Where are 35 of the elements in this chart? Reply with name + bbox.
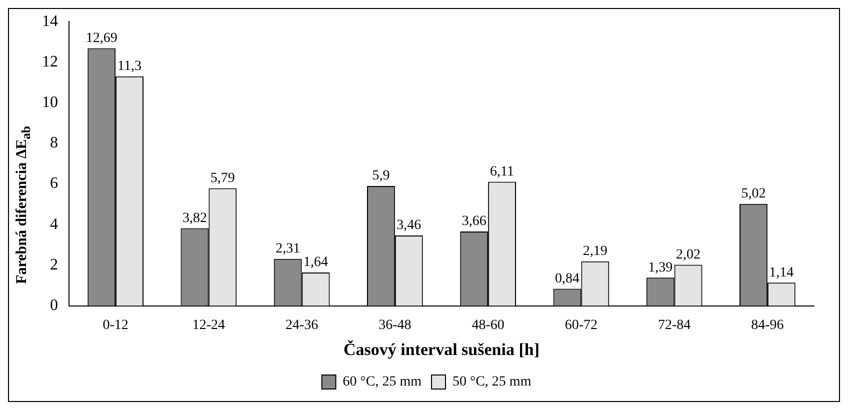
x-tick-label: 36-48 [378, 318, 412, 333]
y-tick-label: 6 [50, 175, 58, 192]
x-tick-label: 0-12 [102, 318, 128, 333]
data-label: 0,84 [554, 271, 580, 286]
data-label: 5,9 [372, 168, 390, 184]
x-tick-label: 84-96 [751, 318, 784, 333]
data-label: 2,02 [676, 247, 701, 262]
data-label: 5,02 [741, 186, 766, 202]
data-label: 3,66 [462, 214, 486, 230]
x-tick-label: 24-36 [285, 318, 318, 333]
data-label: 11,3 [118, 59, 142, 74]
x-tick-label: 48-60 [472, 318, 504, 333]
x-tick-label: 12-24 [192, 318, 226, 333]
data-label: 3,82 [182, 210, 207, 226]
y-tick-label: 4 [50, 216, 58, 233]
legend-label: 60 °C, 25 mm [342, 374, 422, 390]
data-label: 6,11 [490, 164, 514, 180]
x-tick-label: 72-84 [658, 318, 691, 333]
data-label: 1,64 [304, 255, 328, 270]
x-axis-title: Časový interval sušenia [h] [344, 340, 540, 360]
y-tick-label: 8 [50, 134, 58, 152]
data-label: 2,19 [582, 244, 608, 260]
y-tick-label: 14 [42, 12, 58, 30]
legend-label: 50 °C, 25 mm [452, 374, 532, 390]
data-label: 1,14 [769, 265, 794, 280]
x-tick-label: 60-72 [564, 318, 598, 333]
data-label: 1,39 [648, 260, 673, 276]
data-label: 12,69 [86, 30, 118, 46]
y-tick-label: 12 [42, 53, 58, 70]
y-tick-label: 10 [42, 94, 58, 112]
y-tick-label: 2 [50, 256, 58, 274]
y-tick-label: 0 [50, 297, 58, 314]
data-label: 5,79 [210, 170, 235, 186]
data-label: 2,31 [276, 242, 300, 257]
data-label: 3,46 [396, 218, 422, 234]
